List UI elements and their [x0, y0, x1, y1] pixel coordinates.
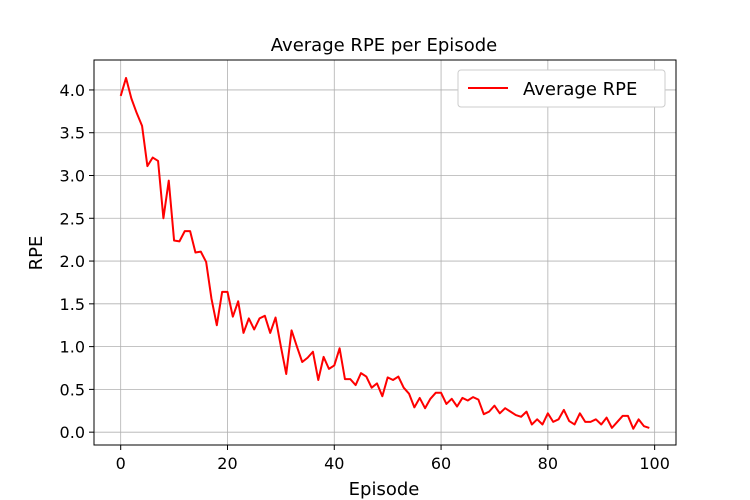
y-tick-label: 3.5 — [60, 124, 85, 143]
y-tick-label: 0.0 — [60, 423, 85, 442]
ticks: 0 20 40 60 80 100 0.0 0.5 1.0 1.5 2.0 2.5 3.0 3.5 4.0 — [60, 81, 670, 473]
legend-label-average-rpe: Average RPE — [523, 79, 637, 100]
x-tick-label: 80 — [538, 454, 558, 473]
series-layer — [119, 76, 650, 430]
grid — [94, 60, 676, 445]
x-tick-label: 40 — [324, 454, 344, 473]
legend-box — [457, 69, 666, 108]
chart-title: Average RPE per Episode — [271, 35, 497, 56]
x-tick-label: 20 — [217, 454, 237, 473]
y-tick-label: 4.0 — [60, 81, 85, 100]
y-tick-label: 2.0 — [60, 252, 85, 271]
y-tick-label: 1.0 — [60, 338, 85, 357]
legend: Average RPE — [457, 69, 666, 108]
y-tick-label: 1.5 — [60, 295, 85, 314]
plot-frame — [93, 59, 677, 446]
x-tick-label: 0 — [116, 454, 126, 473]
y-axis-label: RPE — [26, 236, 47, 271]
series-line-average-rpe — [119, 76, 650, 430]
y-tick-label: 2.5 — [60, 209, 85, 228]
x-tick-label: 100 — [639, 454, 670, 473]
x-axis-label: Episode — [349, 479, 420, 500]
y-tick-label: 3.0 — [60, 167, 85, 186]
y-tick-label: 0.5 — [60, 380, 85, 399]
x-tick-label: 60 — [431, 454, 451, 473]
